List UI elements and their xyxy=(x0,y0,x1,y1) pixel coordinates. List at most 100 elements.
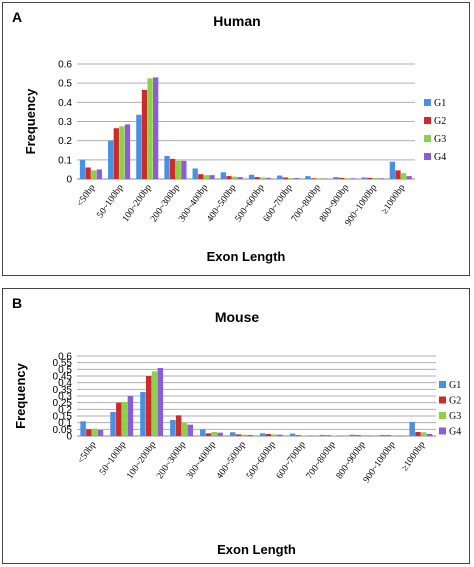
legend-swatch-g1 xyxy=(424,99,431,106)
bar-g1 xyxy=(289,433,296,436)
bar-g3 xyxy=(91,428,98,436)
y-tick-label: 0.45 xyxy=(53,372,73,383)
legend-swatch-g4 xyxy=(439,427,446,435)
x-tick-label: 300~400bp xyxy=(185,440,218,481)
bar-g3 xyxy=(391,435,397,436)
bar-g2 xyxy=(116,402,122,436)
bar-g1 xyxy=(136,114,142,179)
y-tick-label: 0.25 xyxy=(53,398,73,409)
bar-g3 xyxy=(260,177,266,179)
legend-label-g4: G4 xyxy=(434,152,446,163)
bar-g1 xyxy=(79,159,86,179)
legend-label-g3: G3 xyxy=(449,411,461,422)
bar-g1 xyxy=(277,175,283,179)
y-tick-label: 0.5 xyxy=(58,365,72,376)
bar-g4 xyxy=(97,430,104,436)
bar-g2 xyxy=(226,176,232,179)
bar-g3 xyxy=(211,432,218,436)
legend-label-g1: G1 xyxy=(434,98,446,109)
bar-g2 xyxy=(113,128,119,179)
bar-g1 xyxy=(229,432,236,436)
legend-swatch-g4 xyxy=(424,153,431,160)
bar-g4 xyxy=(181,160,187,179)
chart-title: Mouse xyxy=(215,309,260,325)
bar-g2 xyxy=(395,170,401,179)
bar-g1 xyxy=(192,168,198,179)
bar-g3 xyxy=(331,435,337,436)
bar-g1 xyxy=(379,434,386,436)
bar-g4 xyxy=(187,424,194,436)
bar-g4 xyxy=(153,77,159,179)
panel-mouse: B Mouse 0 0.05 0.1 0.15 0.2 0.25 0.3 0.35 0.4 0.45… xyxy=(2,288,470,564)
x-tick-label: 50~100bp xyxy=(98,440,128,477)
bar-g1 xyxy=(409,422,415,436)
bar-g1 xyxy=(259,433,266,436)
legend-swatch-g1 xyxy=(439,381,446,388)
y-tick-label: 0.55 xyxy=(53,358,73,369)
y-tick-label: 0.4 xyxy=(58,378,72,389)
legend-swatch-g2 xyxy=(439,396,446,404)
bar-g2 xyxy=(141,89,148,179)
bar-g2 xyxy=(254,177,260,179)
bar-g3 xyxy=(301,435,307,436)
legend-label-g2: G2 xyxy=(449,396,461,407)
bar-g4 xyxy=(237,177,243,179)
bar-g1 xyxy=(361,177,367,179)
x-tick-label: 200~300bp xyxy=(155,440,188,481)
bar-g4 xyxy=(426,434,433,436)
y-tick-label: 0.6 xyxy=(58,60,72,71)
y-tick-label: 0 xyxy=(66,175,72,186)
x-axis-title: Exon Length xyxy=(217,542,296,557)
bar-g2 xyxy=(235,434,242,436)
bar-g4 xyxy=(265,177,271,179)
y-tick-label: 0.35 xyxy=(53,385,73,396)
bar-g4 xyxy=(307,435,313,436)
panel-letter-a: A xyxy=(12,9,23,25)
bar-g3 xyxy=(361,435,367,436)
bar-g2 xyxy=(338,177,345,179)
bar-g2 xyxy=(282,177,288,179)
bar-g2 xyxy=(85,167,91,179)
bar-g4 xyxy=(124,124,131,179)
y-tick-label: 0.1 xyxy=(58,155,72,166)
bar-g1 xyxy=(108,140,114,179)
y-tick-label: 0.15 xyxy=(53,412,73,423)
bar-g2 xyxy=(86,429,92,436)
y-tick-label: 0.1 xyxy=(58,418,72,429)
legend-swatch-g3 xyxy=(424,135,431,142)
y-tick-label: 0.3 xyxy=(58,117,72,128)
bar-g4 xyxy=(322,178,328,179)
human-chart: Human 0 0.1 0.2 0.3 0.4 0.5 0.6 Frequency <50bp50… xyxy=(23,13,446,264)
bar-g3 xyxy=(151,371,158,436)
bar-g3 xyxy=(288,178,294,179)
bar-g4 xyxy=(293,178,300,179)
bar-g4 xyxy=(217,432,223,436)
bar-g2 xyxy=(310,178,317,179)
bar-g4 xyxy=(378,178,384,179)
x-tick-label: ≥1000bp xyxy=(400,440,428,474)
bar-g4 xyxy=(209,175,215,179)
x-tick-label: 100~200bp xyxy=(125,440,158,481)
y-tick-label: 0.2 xyxy=(58,136,72,147)
x-tick-label: 400~500bp xyxy=(215,440,248,481)
bar-g3 xyxy=(271,434,277,436)
x-tick-label: 600~700bp xyxy=(275,440,308,481)
bar-g3 xyxy=(241,434,248,436)
bar-g1 xyxy=(389,161,396,179)
bar-g2 xyxy=(205,433,212,436)
legend-label-g3: G3 xyxy=(434,134,446,145)
x-tick-label: 700~800bp xyxy=(305,440,338,481)
bar-g1 xyxy=(140,392,146,436)
chart-title: Human xyxy=(213,13,260,29)
y-tick-label: 0.5 xyxy=(58,79,72,90)
y-tick-label: 0.4 xyxy=(58,98,72,109)
bar-g3 xyxy=(316,178,322,179)
bar-g4 xyxy=(127,396,134,436)
bar-g1 xyxy=(333,177,339,179)
bar-g1 xyxy=(164,156,170,179)
bar-g1 xyxy=(319,434,326,436)
legend-swatch-g3 xyxy=(439,412,446,419)
bar-g1 xyxy=(170,420,176,436)
bar-g2 xyxy=(295,435,302,436)
bar-g3 xyxy=(231,176,238,179)
